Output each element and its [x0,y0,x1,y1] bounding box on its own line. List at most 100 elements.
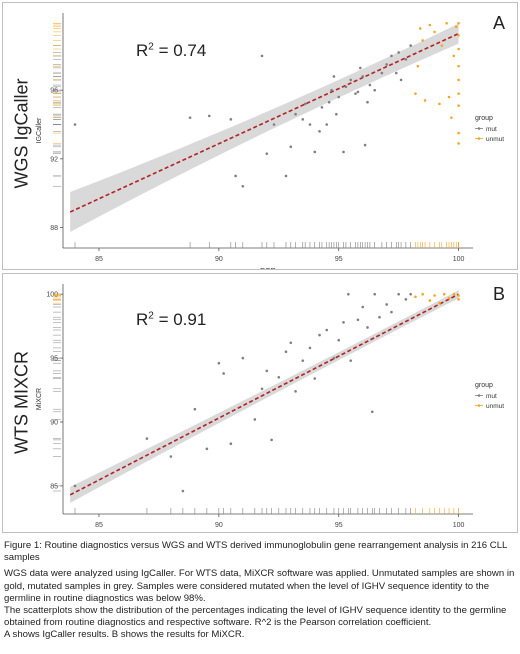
panel-a-r2: R2 = 0.74 [136,41,207,60]
data-point-unmut [457,104,460,107]
data-point-unmut [423,99,427,102]
x-tick-label: 95 [335,256,343,263]
data-point-unmut [445,21,448,25]
data-point-mut [265,369,269,373]
data-point-mut [253,418,257,421]
data-point-mut [390,310,393,314]
data-point-unmut [421,39,424,42]
data-point-mut [368,83,372,87]
caption-paragraph-2: The scatterplots show the distribution o… [4,605,507,629]
data-point-mut [349,78,353,82]
data-point-unmut [457,92,460,95]
panel-b-plot: 859095100859095100PCRMiXCRgroupmutunmut [36,284,504,529]
confidence-band [70,23,459,232]
y-tick-label: 88 [50,225,58,232]
data-point-mut [260,387,264,391]
data-point-mut [320,106,324,109]
x-tick-label: 90 [215,256,223,263]
legend-key-point [477,127,481,130]
data-point-unmut [440,44,444,47]
x-axis-title: PCR [260,266,276,269]
data-point-mut [217,361,221,365]
data-point-mut [337,95,341,99]
data-point-mut [308,346,312,350]
data-point-mut [73,484,77,488]
panel-a-plot: 85 90 95 100 88 92 96 PCR IGCaller group mut unmut [36,13,504,269]
data-point-mut [241,184,245,188]
data-point-mut [308,123,312,126]
legend-key-point [477,137,481,140]
panel-a-letter: A [492,13,505,33]
y-tick-label: 92 [50,156,58,163]
data-point-unmut [433,30,436,34]
data-point-unmut [438,301,441,305]
data-point-mut [294,390,297,393]
data-point-mut [335,112,338,116]
data-point-mut [289,341,293,345]
data-point-mut [370,410,374,414]
data-point-mut [394,71,398,75]
data-point-mut [145,437,149,440]
data-point-unmut [416,64,420,68]
data-point-mut [327,100,331,104]
data-point-mut [289,145,293,149]
data-point-unmut [457,294,460,297]
data-point-mut [207,114,211,118]
data-point-mut [270,438,273,442]
x-tick-label: 95 [335,522,343,529]
data-point-mut [301,359,305,362]
data-point-mut [229,118,233,121]
data-point-mut [378,315,381,319]
data-point-mut [373,292,376,296]
data-point-mut [359,66,362,70]
data-point-mut [404,58,408,61]
legend-key-point [477,394,481,397]
panel-b-r2: R2 = 0.91 [136,310,207,329]
data-point-mut [313,377,317,380]
legend-key-point [477,404,481,407]
y-tick-label: 95 [50,356,58,363]
data-point-unmut [428,299,432,302]
legend-entry-mut: mut [486,126,497,133]
legend-entry-mut: mut [486,393,497,400]
fit-line [69,293,459,496]
data-point-mut [397,51,400,54]
data-point-mut [272,123,276,126]
data-point-mut [241,356,245,360]
data-point-unmut [457,47,460,51]
data-point-mut [229,442,233,446]
data-point-unmut [457,131,460,135]
legend-entry-unmut: unmut [486,403,504,410]
data-point-mut [318,130,321,133]
data-point-unmut [421,292,424,296]
data-point-mut [325,328,329,332]
x-tick-label: 100 [453,522,465,529]
data-point-mut [409,44,412,47]
data-point-unmut [457,142,460,145]
caption-paragraph-3: A shows IgCaller results. B shows the re… [4,629,245,641]
confidence-band [70,290,459,503]
data-point-mut [344,85,348,89]
data-point-unmut [457,33,460,37]
data-point-unmut [457,78,460,82]
legend-title: group [475,115,493,122]
data-point-mut [409,292,412,296]
data-point-mut [361,305,365,309]
data-point-mut [330,88,333,92]
data-point-mut [301,118,305,121]
data-point-unmut [433,294,436,297]
data-point-mut [318,333,321,337]
x-tick-label: 85 [95,256,103,263]
data-point-mut [222,372,225,375]
y-tick-label: 85 [50,483,58,490]
data-point-mut [193,407,197,411]
data-point-mut [337,338,341,342]
data-point-unmut [457,21,460,25]
data-point-mut [397,292,400,296]
data-point-unmut [457,64,460,68]
y-tick-label: 96 [50,88,58,95]
data-point-mut [385,63,388,66]
data-point-mut [373,88,376,92]
data-point-unmut [452,292,456,296]
data-point-mut [356,318,360,322]
